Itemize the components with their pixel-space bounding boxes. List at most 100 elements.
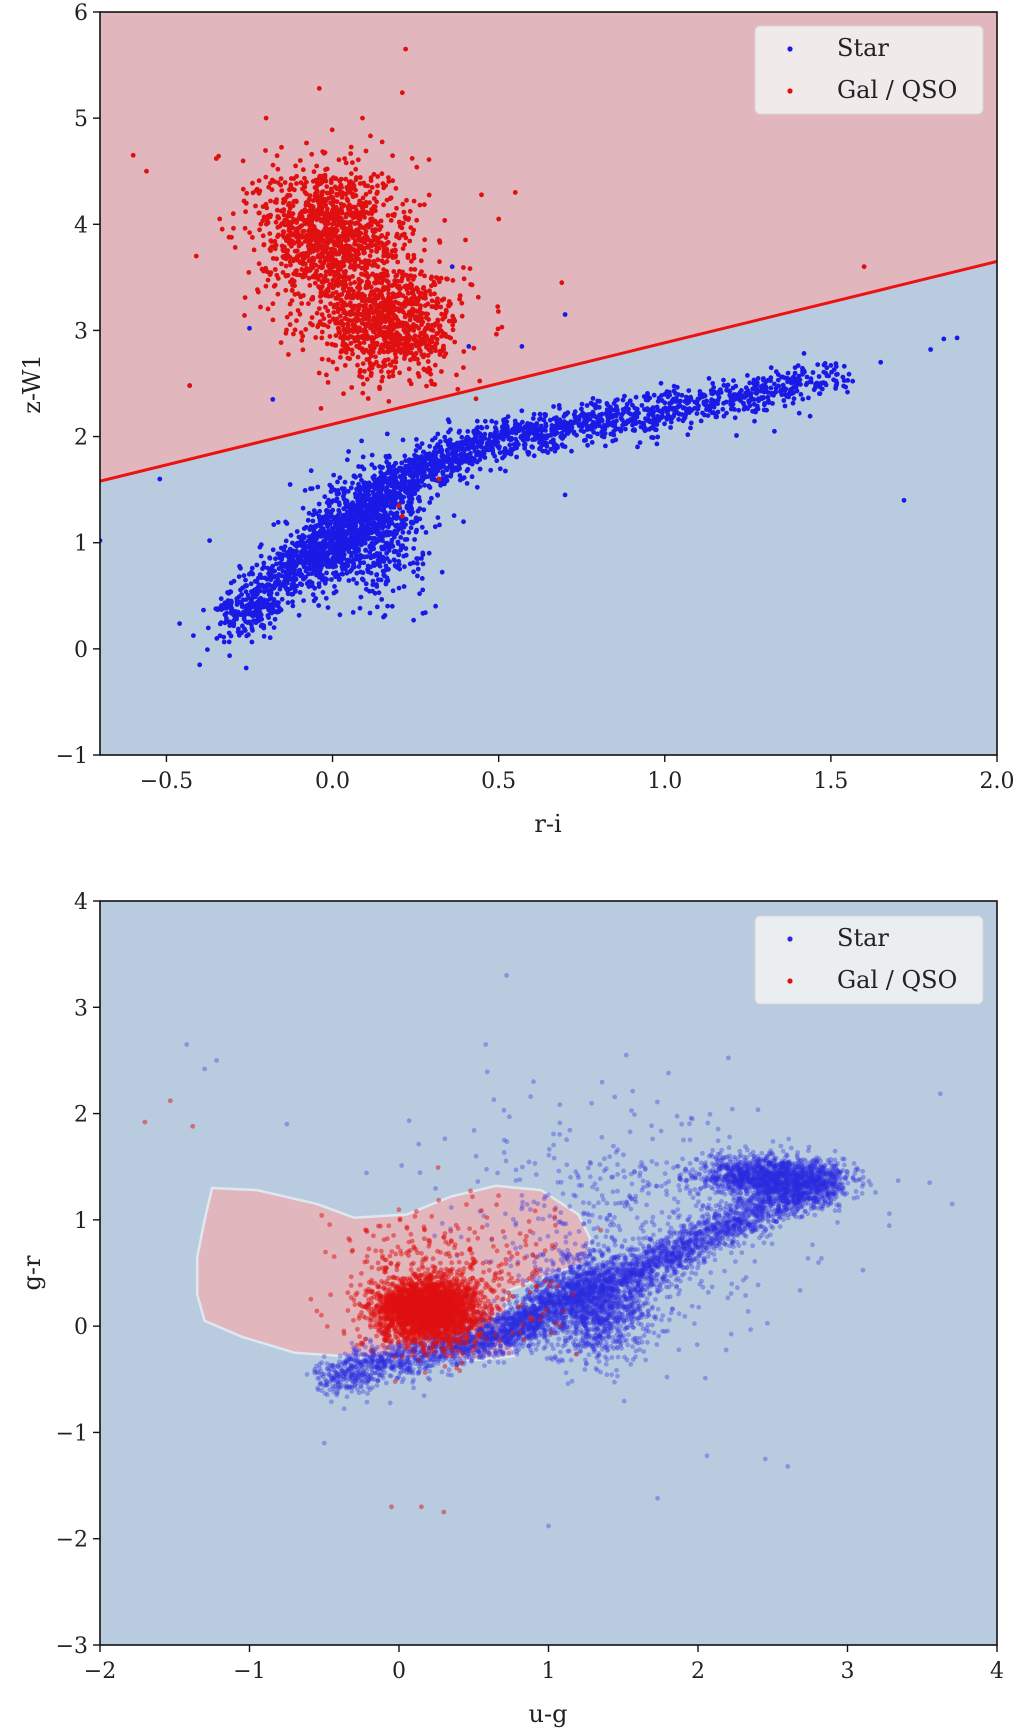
data-point: [507, 442, 513, 448]
data-point: [249, 589, 254, 594]
data-point: [314, 535, 320, 541]
data-point: [636, 419, 642, 425]
data-point: [337, 555, 343, 561]
data-point: [785, 379, 790, 385]
data-point: [683, 394, 689, 400]
data-point: [307, 527, 313, 532]
data-point: [329, 485, 335, 491]
data-point: [426, 467, 432, 473]
data-point: [243, 589, 249, 595]
data-point: [331, 472, 337, 478]
data-point: [716, 389, 722, 394]
data-point: [355, 354, 361, 360]
data-point: [520, 426, 525, 432]
data-point: [399, 460, 405, 466]
data-point: [655, 434, 661, 440]
data-point: [319, 199, 325, 205]
data-point: [361, 340, 367, 345]
data-point: [267, 621, 273, 626]
data-point: [241, 573, 247, 578]
data-point: [347, 536, 352, 542]
data-point: [845, 378, 851, 383]
data-point: [442, 434, 448, 440]
data-point: [658, 380, 664, 386]
data-point: [429, 298, 435, 304]
data-point: [489, 443, 494, 448]
data-point: [353, 187, 358, 193]
data-point: [371, 492, 376, 497]
data-point: [217, 216, 223, 222]
data-point: [440, 460, 445, 466]
data-point: [413, 448, 419, 453]
data-point: [316, 501, 322, 507]
data-point: [586, 412, 591, 417]
data-point: [435, 431, 441, 437]
data-point: [596, 423, 601, 429]
data-point: [377, 489, 383, 494]
data-point: [359, 528, 365, 533]
data-point: [429, 345, 434, 351]
data-point: [317, 508, 323, 514]
data-point: [230, 211, 236, 217]
data-point: [275, 224, 281, 230]
data-point: [405, 463, 411, 469]
data-point: [358, 594, 364, 600]
data-point: [824, 365, 830, 371]
data-point: [465, 439, 470, 445]
data-point: [370, 578, 376, 584]
data-point: [320, 189, 326, 195]
data-point: [294, 173, 299, 179]
data-point: [658, 409, 664, 415]
data-point: [790, 400, 796, 406]
data-point: [338, 527, 344, 532]
data-point: [263, 283, 269, 289]
data-point: [734, 392, 740, 398]
data-point: [850, 378, 856, 384]
data-point: [268, 594, 274, 600]
data-point: [304, 565, 310, 571]
data-point: [369, 462, 375, 468]
data-point: [449, 264, 455, 270]
data-point: [414, 164, 420, 170]
data-point: [298, 538, 304, 544]
data-point: [381, 559, 387, 564]
data-point: [308, 468, 314, 474]
data-point: [420, 476, 426, 482]
data-point: [226, 639, 232, 645]
data-point: [841, 363, 847, 369]
data-point: [355, 541, 361, 547]
data-point: [261, 214, 267, 220]
data-point: [591, 402, 597, 408]
data-point: [301, 182, 307, 188]
data-point: [727, 389, 733, 395]
data-point: [380, 476, 385, 481]
data-point: [815, 362, 821, 367]
data-point: [446, 442, 451, 448]
data-point: [356, 464, 361, 469]
data-point: [297, 581, 303, 587]
data-point: [231, 225, 236, 231]
data-point: [329, 543, 334, 549]
data-point: [360, 390, 366, 396]
data-point: [315, 484, 321, 490]
data-point: [501, 422, 507, 428]
data-point: [581, 420, 587, 425]
data-point: [234, 614, 240, 619]
data-point: [384, 455, 389, 460]
data-point: [279, 188, 285, 194]
data-point: [745, 373, 750, 378]
data-point: [256, 178, 262, 184]
data-point: [422, 459, 428, 465]
data-point: [639, 403, 645, 408]
data-point: [667, 415, 672, 421]
data-point: [792, 384, 798, 390]
data-point: [227, 623, 233, 628]
data-point: [331, 571, 336, 576]
data-point: [351, 503, 356, 509]
data-point: [380, 364, 386, 370]
data-point: [410, 560, 416, 566]
data-point: [395, 522, 400, 528]
data-point: [410, 457, 416, 463]
data-point: [244, 633, 250, 639]
data-point: [345, 488, 351, 494]
